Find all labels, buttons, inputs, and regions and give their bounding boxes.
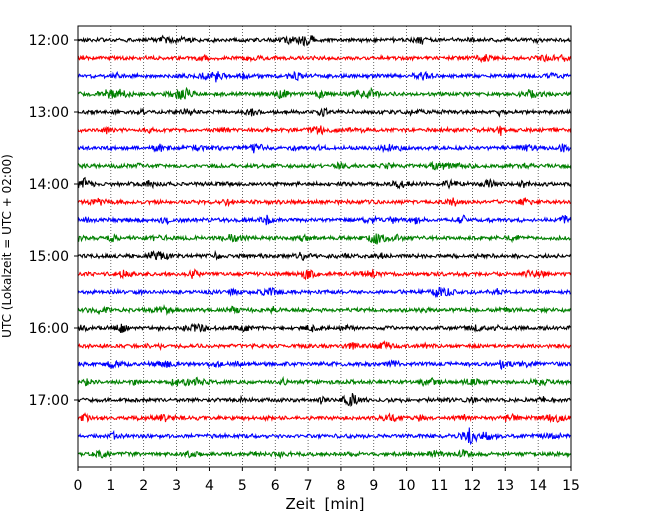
trace-line-1600	[77, 322, 571, 334]
x-tick-label-4: 4	[205, 478, 214, 494]
trace-line-1445	[77, 233, 571, 245]
trace-line-1745	[77, 448, 572, 460]
trace-line-1545	[77, 304, 572, 316]
x-axis-title: Zeit [min]	[285, 495, 364, 513]
trace-line-1700	[77, 393, 571, 408]
trace-line-1530	[77, 286, 571, 299]
trace-line-1630	[77, 359, 572, 371]
trace-line-1315	[77, 125, 572, 136]
x-tick-label-1: 1	[106, 478, 115, 494]
x-tick-label-15: 15	[562, 478, 580, 494]
x-axis-ticks: 0 1 2 3 4 5 6 7 8 9 10 11 12 13 14 15	[74, 467, 580, 494]
x-tick-label-14: 14	[529, 478, 547, 494]
trace-line-1645	[77, 375, 572, 387]
x-tick-label-11: 11	[431, 478, 449, 494]
x-tick-label-7: 7	[304, 478, 313, 494]
plot-area-frame	[77, 25, 572, 468]
trace-line-1415	[77, 197, 572, 208]
y-tick-label-13:00: 13:00	[29, 105, 69, 121]
trace-line-1330	[77, 143, 572, 154]
y-tick-label-17:00: 17:00	[29, 393, 69, 409]
x-tick-label-9: 9	[369, 478, 378, 494]
trace-line-1430	[77, 214, 572, 226]
y-tick-label-16:00: 16:00	[29, 321, 69, 337]
trace-line-1230	[77, 70, 572, 83]
trace-line-1515	[77, 268, 572, 281]
x-tick-label-8: 8	[336, 478, 345, 494]
x-tick-label-12: 12	[463, 478, 481, 494]
x-tick-label-10: 10	[398, 478, 416, 494]
x-tick-label-13: 13	[496, 478, 514, 494]
trace-line-1730	[77, 427, 572, 446]
x-tick-label-0: 0	[74, 478, 83, 494]
trace-line-1215	[77, 53, 572, 64]
x-tick-label-5: 5	[238, 478, 247, 494]
trace-line-1345	[77, 160, 572, 171]
trace-line-1615	[77, 339, 572, 352]
y-axis-ticks: 12:00 13:00 14:00 15:00 16:00 17:00	[29, 33, 78, 409]
y-tick-label-15:00: 15:00	[29, 249, 69, 265]
x-tick-label-2: 2	[139, 478, 148, 494]
x-tick-label-3: 3	[172, 478, 181, 494]
y-axis-title: UTC (Lokalzeit = UTC + 02:00)	[0, 154, 14, 338]
y-tick-label-14:00: 14:00	[29, 177, 69, 193]
trace-line-1500	[77, 249, 572, 261]
trace-line-1300	[77, 106, 571, 118]
x-tick-label-6: 6	[271, 478, 280, 494]
trace-lines	[77, 34, 572, 460]
trace-line-1715	[77, 412, 572, 424]
trace-line-1400	[77, 176, 572, 190]
y-tick-label-12:00: 12:00	[29, 33, 69, 49]
trace-line-1200	[77, 34, 572, 47]
trace-line-1245	[77, 86, 572, 100]
